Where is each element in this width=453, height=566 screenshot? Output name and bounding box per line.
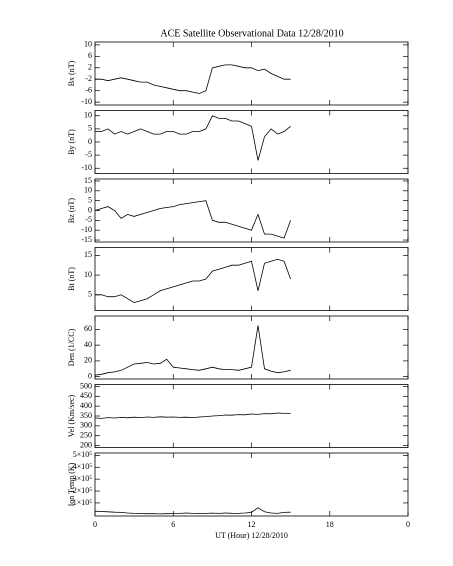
panel-frame (94, 452, 409, 517)
y-tick-label: 400 (80, 401, 92, 410)
y-tick-label: -10 (81, 97, 92, 106)
y-tick-label: 2 (88, 63, 92, 72)
data-line (95, 258, 291, 304)
y-tick-label: -10 (81, 163, 92, 172)
panel-frame (94, 247, 409, 311)
y-tick-label: 10 (84, 40, 92, 49)
y-tick-label: 10 (84, 111, 92, 120)
chart-title: ACE Satellite Observational Data 12/28/2… (160, 28, 343, 39)
y-tick-label: 10 (84, 186, 92, 195)
panel-frame (94, 384, 409, 448)
y-tick-label: 300 (80, 421, 92, 430)
x-tick-label: 18 (326, 520, 334, 529)
y-axis-label: Bx (nT) (67, 60, 76, 86)
data-line (94, 507, 291, 515)
y-tick-label: 40 (84, 340, 92, 349)
y-axis-label: Bz (nT) (67, 198, 76, 223)
y-tick-label: 1×10⁵ (73, 498, 93, 507)
data-line (95, 115, 291, 161)
y-axis-label: Ion Temp (K) (67, 462, 76, 506)
y-tick-label: -5 (85, 150, 92, 159)
y-tick-label: 450 (80, 391, 92, 400)
y-tick-label: 250 (80, 431, 92, 440)
panel-frame (94, 178, 409, 243)
x-tick-label: 0 (93, 520, 97, 529)
y-axis-label: Bt (nT) (67, 267, 76, 291)
data-line (94, 200, 291, 239)
panel-frame (94, 110, 409, 174)
x-tick-label: 12 (248, 520, 256, 529)
data-line (94, 412, 291, 419)
y-tick-label: 0 (88, 371, 92, 380)
y-tick-label: 5×10⁵ (73, 450, 93, 459)
y-tick-label: 0 (88, 137, 92, 146)
x-axis-label: UT (Hour) 12/28/2010 (215, 531, 288, 540)
y-axis-label: Den (1/CC) (67, 328, 76, 366)
data-line (95, 64, 291, 94)
y-axis-label: By (nT) (67, 129, 76, 155)
y-tick-label: 20 (84, 356, 92, 365)
y-axis-label: Vel (Km/sec) (67, 394, 76, 437)
y-tick-label: -15 (81, 235, 92, 244)
y-tick-label: 10 (84, 270, 92, 279)
y-tick-label: -5 (85, 215, 92, 224)
panel-frame (94, 41, 409, 106)
y-tick-label: -10 (81, 225, 92, 234)
y-tick-label: 3×10⁵ (73, 474, 93, 483)
data-line (94, 325, 291, 376)
y-tick-label: 15 (84, 176, 92, 185)
panel-frame (94, 315, 409, 380)
y-tick-label: 6 (88, 51, 92, 60)
y-tick-label: 5 (88, 195, 92, 204)
y-tick-label: 15 (84, 250, 92, 259)
y-tick-label: 2×10⁵ (73, 486, 93, 495)
y-tick-label: 60 (84, 324, 92, 333)
y-tick-label: 200 (80, 440, 92, 449)
y-tick-label: -2 (85, 74, 92, 83)
x-tick-label: 0 (406, 520, 410, 529)
x-tick-label: 6 (171, 520, 175, 529)
y-tick-label: -6 (85, 86, 92, 95)
y-tick-label: 5 (88, 290, 92, 299)
y-tick-label: 5 (88, 124, 92, 133)
y-tick-label: 4×10⁵ (73, 462, 93, 471)
y-tick-label: 0 (88, 205, 92, 214)
y-tick-label: 350 (80, 411, 92, 420)
y-tick-label: 500 (80, 381, 92, 390)
